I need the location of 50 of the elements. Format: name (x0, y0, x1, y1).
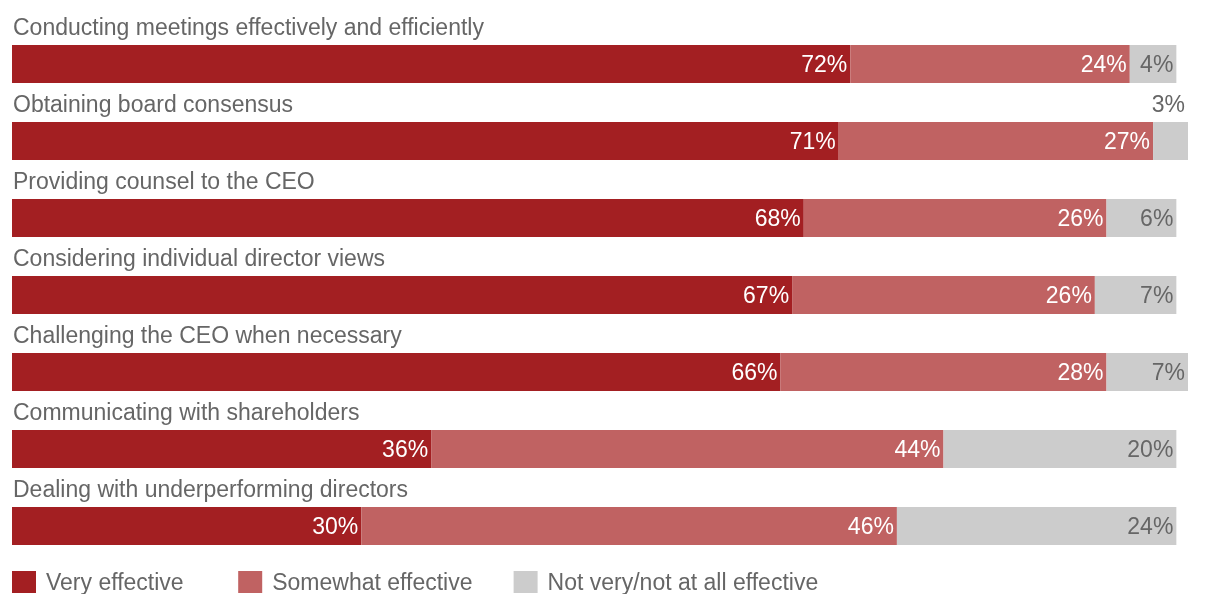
bar (1094, 276, 1177, 314)
data-label: 30% (312, 513, 359, 539)
bar (792, 276, 1095, 314)
data-label: 6% (1140, 205, 1174, 231)
y-tick-label: Challenging the CEO when necessary (13, 322, 403, 348)
bar (838, 122, 1154, 160)
bar (896, 507, 1177, 545)
bar (12, 353, 781, 391)
data-label: 71% (789, 128, 836, 154)
bar (1106, 353, 1188, 391)
bar (803, 199, 1107, 237)
data-label: 26% (1045, 282, 1092, 308)
y-tick-label: Obtaining board consensus (13, 91, 294, 117)
y-tick-label: Dealing with underperforming directors (13, 476, 409, 502)
data-label: 7% (1140, 282, 1174, 308)
bar (361, 507, 897, 545)
data-label: 7% (1151, 359, 1185, 385)
data-label: 24% (1127, 513, 1174, 539)
bar (850, 45, 1130, 83)
bar (12, 430, 432, 468)
y-tick-label: Conducting meetings effectively and efficiently (13, 14, 485, 40)
bar (12, 199, 804, 237)
bar (12, 507, 362, 545)
data-label: 68% (754, 205, 801, 231)
data-label: 24% (1080, 51, 1127, 77)
data-label: 67% (743, 282, 790, 308)
y-tick-label: Providing counsel to the CEO (13, 168, 315, 194)
data-label: 44% (894, 436, 941, 462)
bar (12, 45, 851, 83)
data-label: 46% (847, 513, 894, 539)
legend-label: Somewhat effective (272, 569, 473, 594)
y-tick-label: Communicating with shareholders (13, 399, 360, 425)
data-label: 28% (1057, 359, 1104, 385)
bar (431, 430, 944, 468)
data-label: 66% (731, 359, 778, 385)
data-label: 27% (1104, 128, 1151, 154)
y-tick-label: Considering individual director views (13, 245, 386, 271)
legend-label: Not very/not at all effective (547, 569, 819, 594)
data-label: 36% (382, 436, 429, 462)
bar (12, 276, 793, 314)
data-label: 20% (1127, 436, 1174, 462)
bar (780, 353, 1107, 391)
bar (1153, 122, 1188, 160)
bar (943, 430, 1177, 468)
bar (12, 122, 839, 160)
legend-label: Very effective (46, 569, 184, 594)
data-label: 3% (1151, 91, 1185, 117)
data-label: 26% (1057, 205, 1104, 231)
data-label: 4% (1140, 51, 1174, 77)
data-label: 72% (801, 51, 848, 77)
